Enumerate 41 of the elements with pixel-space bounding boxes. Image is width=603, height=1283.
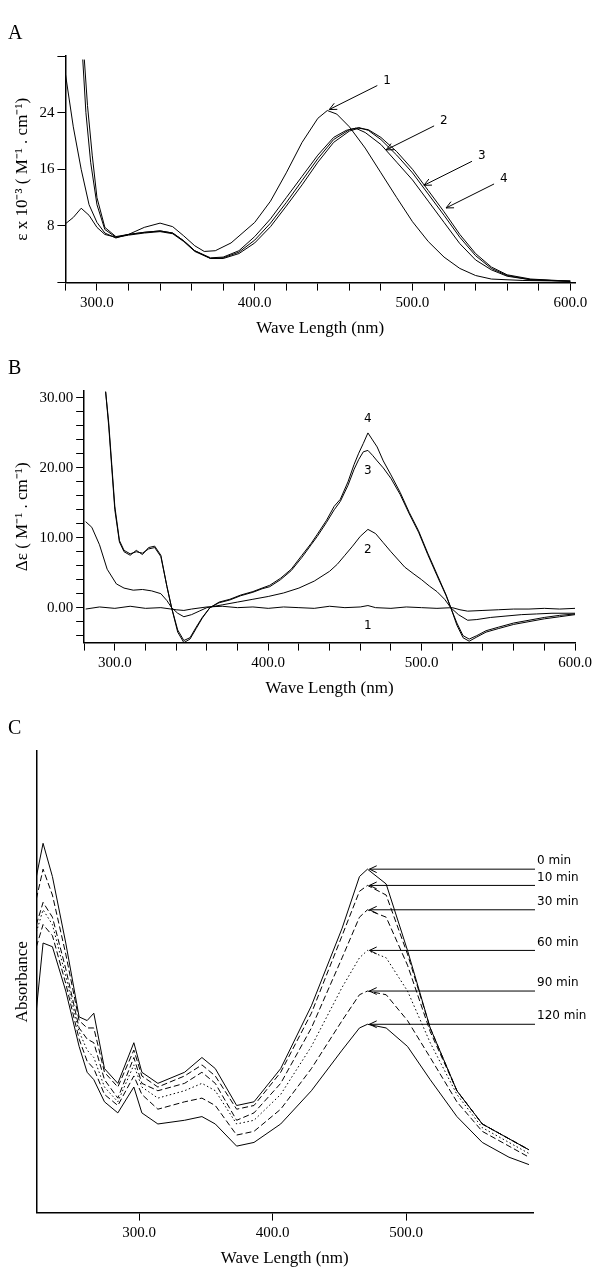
x-tick-label: 500.0 — [395, 293, 430, 310]
x-tick-label: 400.0 — [237, 293, 272, 310]
series-label: 4 — [364, 411, 372, 426]
y-axis-title: Δε ( M⁻¹ . cm⁻¹) — [11, 462, 31, 572]
chart-title: C — [8, 716, 22, 739]
series-label: 1 — [364, 617, 372, 632]
text: 120 min — [537, 1008, 587, 1023]
x-axis-title: Wave Length (nm) — [265, 678, 394, 698]
series-label: 3 — [364, 462, 372, 477]
x-tick-label: 300.0 — [97, 653, 132, 670]
annotation: 1 — [383, 72, 391, 87]
x-tick-label: 400.0 — [255, 1223, 290, 1240]
text: 60 min — [537, 934, 579, 949]
x-tick-label: 400.0 — [251, 653, 286, 670]
x-tick-label: 300.0 — [122, 1223, 157, 1240]
y-tick-label: 0.00 — [46, 598, 74, 615]
y-axis-title: ε x 10⁻³ ( M⁻¹ . cm⁻¹) — [11, 97, 31, 241]
x-axis-title: Wave Length (nm) — [220, 1248, 349, 1268]
y-tick-label: 16 — [39, 160, 55, 177]
x-axis-title: Wave Length (nm) — [256, 318, 385, 338]
annotation: 4 — [500, 171, 508, 186]
y-tick-label: 24 — [39, 103, 55, 120]
annotation: 3 — [477, 148, 486, 163]
annotation: 2 — [440, 113, 448, 128]
x-tick-label: 500.0 — [404, 653, 439, 670]
chart-title: A — [8, 21, 23, 44]
y-axis-title: Absorbance — [11, 941, 31, 1023]
y-tick-label: 30.00 — [39, 388, 74, 405]
x-tick-label: 600.0 — [558, 653, 592, 670]
series-label: 2 — [364, 541, 372, 556]
x-tick-label: 600.0 — [553, 293, 588, 310]
chart-title: B — [8, 356, 22, 379]
text: 90 min — [537, 975, 579, 990]
x-tick-label: 500.0 — [389, 1223, 424, 1240]
text: 10 min — [537, 869, 579, 884]
text: 30 min — [537, 893, 579, 908]
y-tick-label: 8 — [46, 216, 55, 233]
text: 0 min — [537, 853, 572, 868]
y-tick-label: 10.00 — [39, 528, 74, 545]
y-tick-label: 20.00 — [39, 458, 74, 475]
x-tick-label: 300.0 — [80, 293, 114, 310]
